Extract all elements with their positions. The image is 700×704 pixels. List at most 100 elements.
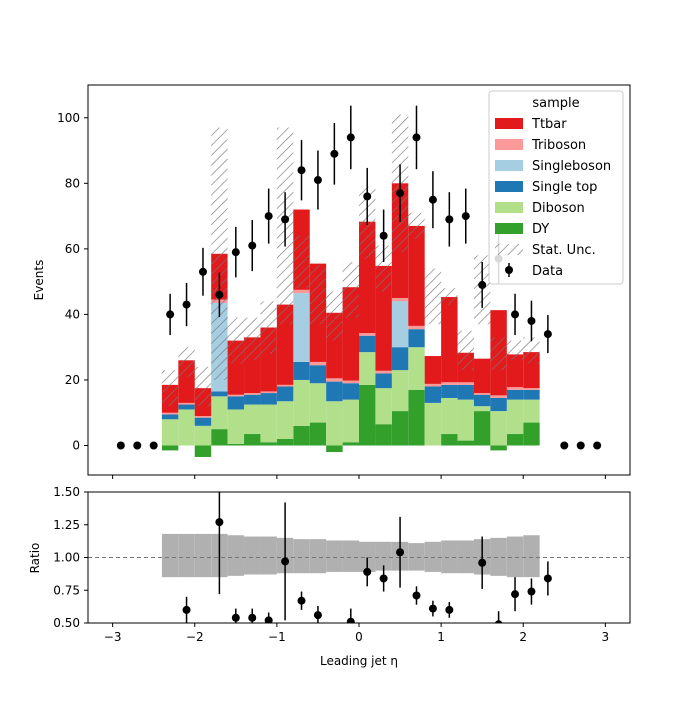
bar-ttbar-17 — [441, 297, 458, 383]
ratio-point-18 — [527, 587, 536, 596]
bar-triboson-14 — [391, 298, 409, 302]
bar-triboson-22 — [523, 388, 540, 390]
data-point-16 — [379, 231, 388, 240]
x-tick-label-2: 2 — [519, 630, 527, 644]
ratio-unc-band-12 — [359, 541, 376, 572]
bar-single-top-14 — [391, 347, 409, 371]
bar-dy-6 — [260, 442, 277, 446]
data-point-25 — [527, 316, 536, 325]
main-plot-area — [116, 105, 602, 457]
stat-unc-band-13 — [375, 245, 392, 292]
ratio-unc-band-8 — [293, 539, 310, 574]
legend-swatch-triboson — [495, 139, 523, 150]
legend-label-singleboson: Singleboson — [532, 159, 611, 174]
ratio-point-6 — [297, 596, 306, 605]
bar-diboson-14 — [391, 370, 409, 412]
data-point-24 — [511, 310, 520, 319]
legend-label-dy: DY — [532, 222, 549, 237]
data-point-29 — [593, 441, 602, 450]
ratio-unc-band-15 — [408, 543, 425, 571]
stat-unc-band-11 — [342, 261, 359, 318]
bar-triboson-16 — [424, 383, 442, 387]
legend-label-stat-unc: Stat. Unc. — [532, 243, 596, 258]
bar-diboson-3 — [211, 396, 228, 430]
data-point-7 — [231, 248, 240, 257]
data-point-10 — [281, 215, 290, 224]
ratio-point-4 — [264, 616, 273, 623]
bar-diboson-20 — [490, 411, 507, 446]
data-point-4 — [182, 300, 191, 309]
bar-ttbar-7 — [276, 304, 294, 385]
bar-single-top-18 — [457, 384, 474, 400]
bar-diboson-12 — [359, 352, 376, 385]
ratio-point-11 — [396, 548, 405, 557]
ratio-unc-band-17 — [441, 540, 458, 574]
legend-label-ttbar: Ttbar — [531, 117, 567, 132]
legend-swatch-dy — [495, 223, 523, 234]
ratio-y-axis-label: Ratio — [28, 543, 42, 574]
ratio-unc-band-21 — [506, 536, 524, 578]
ratio-point-7 — [313, 611, 322, 620]
bar-ttbar-15 — [408, 225, 425, 326]
bar-single-top-0 — [161, 414, 179, 420]
x-axis-label: Leading jet η — [320, 654, 398, 668]
main-axes: 0 20 40 60 80 100 — [57, 111, 606, 479]
stat-unc-band-8 — [293, 235, 310, 289]
ratio-unc-band-20 — [490, 537, 507, 576]
stat-unc-band-15 — [408, 212, 425, 240]
ratio-point-14 — [445, 605, 454, 614]
ratio-unc-band-9 — [309, 539, 327, 574]
ratio-y-tick-label-1.50: 1.50 — [53, 485, 80, 499]
ratio-unc-band-18 — [457, 540, 474, 574]
bar-diboson-9 — [309, 383, 327, 423]
stat-unc-band-10 — [326, 291, 343, 341]
bar-triboson-9 — [309, 361, 327, 366]
data-point-14 — [346, 133, 355, 142]
ratio-unc-band-11 — [342, 540, 359, 572]
bar-single-top-21 — [506, 389, 524, 400]
ratio-unc-band-2 — [194, 533, 212, 578]
bar-single-top-15 — [408, 329, 425, 348]
bar-ttbar-16 — [424, 356, 442, 384]
legend-swatch-singleboson — [495, 160, 523, 171]
bar-single-top-3 — [211, 391, 228, 397]
ratio-axes: 0.50 0.75 1.00 1.25 1.50 −3 −2 −1 0 1 2 3 — [53, 485, 609, 644]
legend-swatch-single-top — [495, 181, 523, 192]
bar-dy-12 — [359, 384, 376, 446]
stat-unc-band-2 — [194, 366, 212, 407]
bar-dy-3 — [211, 429, 228, 446]
ratio-unc-band-13 — [375, 541, 392, 571]
legend-label-triboson: Triboson — [531, 138, 586, 153]
bar-diboson-10 — [326, 401, 343, 446]
x-tick-label--2: −2 — [186, 630, 204, 644]
bar-single-top-10 — [326, 381, 343, 402]
bar-triboson-8 — [293, 289, 310, 294]
x-tick-label-0: 0 — [355, 630, 363, 644]
ratio-plot-area — [88, 492, 630, 623]
bar-single-top-13 — [375, 373, 392, 389]
data-point-8 — [248, 241, 257, 250]
bar-triboson-19 — [473, 393, 491, 395]
data-point-21 — [461, 212, 470, 221]
bar-diboson-19 — [473, 406, 491, 412]
bar-dy-20 — [490, 445, 507, 451]
bar-single-top-4 — [227, 396, 245, 410]
data-point-13 — [330, 149, 339, 158]
stat-unc-band-0 — [161, 370, 179, 407]
x-tick-label--3: −3 — [104, 630, 122, 644]
bar-diboson-6 — [260, 404, 277, 443]
stat-unc-band-3 — [211, 127, 228, 380]
bar-triboson-11 — [342, 380, 359, 384]
ratio-unc-band-16 — [424, 541, 442, 572]
bar-diboson-5 — [244, 404, 261, 435]
bar-ttbar-13 — [375, 265, 392, 371]
legend-label-data: Data — [532, 264, 563, 279]
data-point-3 — [166, 310, 175, 319]
bar-triboson-7 — [276, 384, 294, 387]
data-point-11 — [297, 166, 306, 175]
ratio-point-12 — [412, 591, 421, 600]
bar-dy-9 — [309, 422, 327, 446]
stat-unc-band-16 — [424, 268, 442, 325]
data-point-1 — [133, 441, 142, 450]
data-point-19 — [428, 195, 437, 204]
